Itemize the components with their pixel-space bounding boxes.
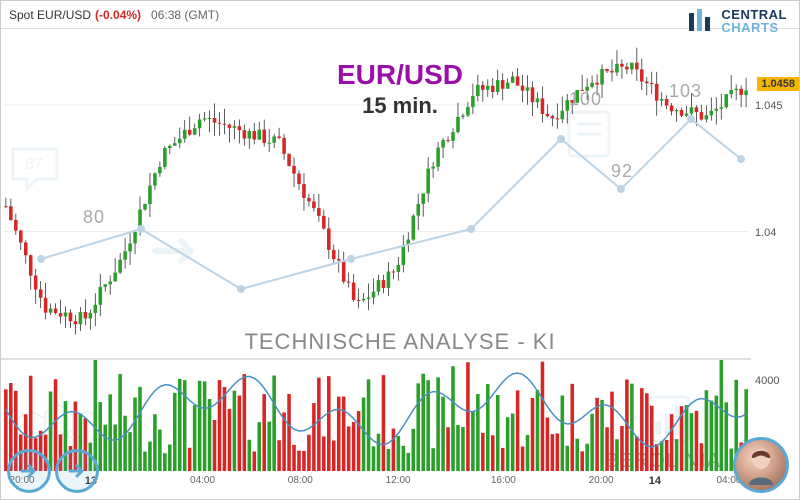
assistant-avatar[interactable] bbox=[733, 437, 789, 493]
time-tick: 16:00 bbox=[491, 475, 516, 486]
time-tick: 12:00 bbox=[386, 475, 411, 486]
time-tick: 04:00 bbox=[190, 475, 215, 486]
ytick: 1.04 bbox=[755, 227, 776, 239]
chart-header: Spot EUR/USD (-0.04%) 06:38 (GMT) bbox=[1, 1, 799, 29]
person-icon bbox=[741, 445, 781, 485]
arrow-right-icon bbox=[16, 458, 42, 484]
day-tick: 14 bbox=[649, 475, 661, 487]
timestamp: 06:38 (GMT) bbox=[151, 8, 219, 22]
nav-prev-button[interactable] bbox=[7, 449, 51, 493]
chart-container: Spot EUR/USD (-0.04%) 06:38 (GMT) CENTRA… bbox=[0, 0, 800, 500]
time-tick: 08:00 bbox=[288, 475, 313, 486]
nav-next-button[interactable] bbox=[55, 449, 99, 493]
vol-ytick: 4000 bbox=[755, 375, 779, 387]
ytick: 1.045 bbox=[755, 100, 783, 112]
time-x-axis: 20:001304:0008:0012:0016:0020:001404:00 bbox=[1, 471, 751, 499]
price-chart-area[interactable] bbox=[1, 29, 751, 359]
volume-svg bbox=[1, 360, 751, 471]
candlestick-svg bbox=[1, 29, 751, 358]
arrow-right-icon bbox=[64, 458, 90, 484]
last-price-badge: 1.0458 bbox=[757, 77, 799, 91]
change-pct: (-0.04%) bbox=[95, 8, 141, 22]
volume-chart-area[interactable] bbox=[1, 359, 751, 471]
time-tick: 20:00 bbox=[589, 475, 614, 486]
instrument-title: Spot EUR/USD bbox=[9, 8, 91, 22]
